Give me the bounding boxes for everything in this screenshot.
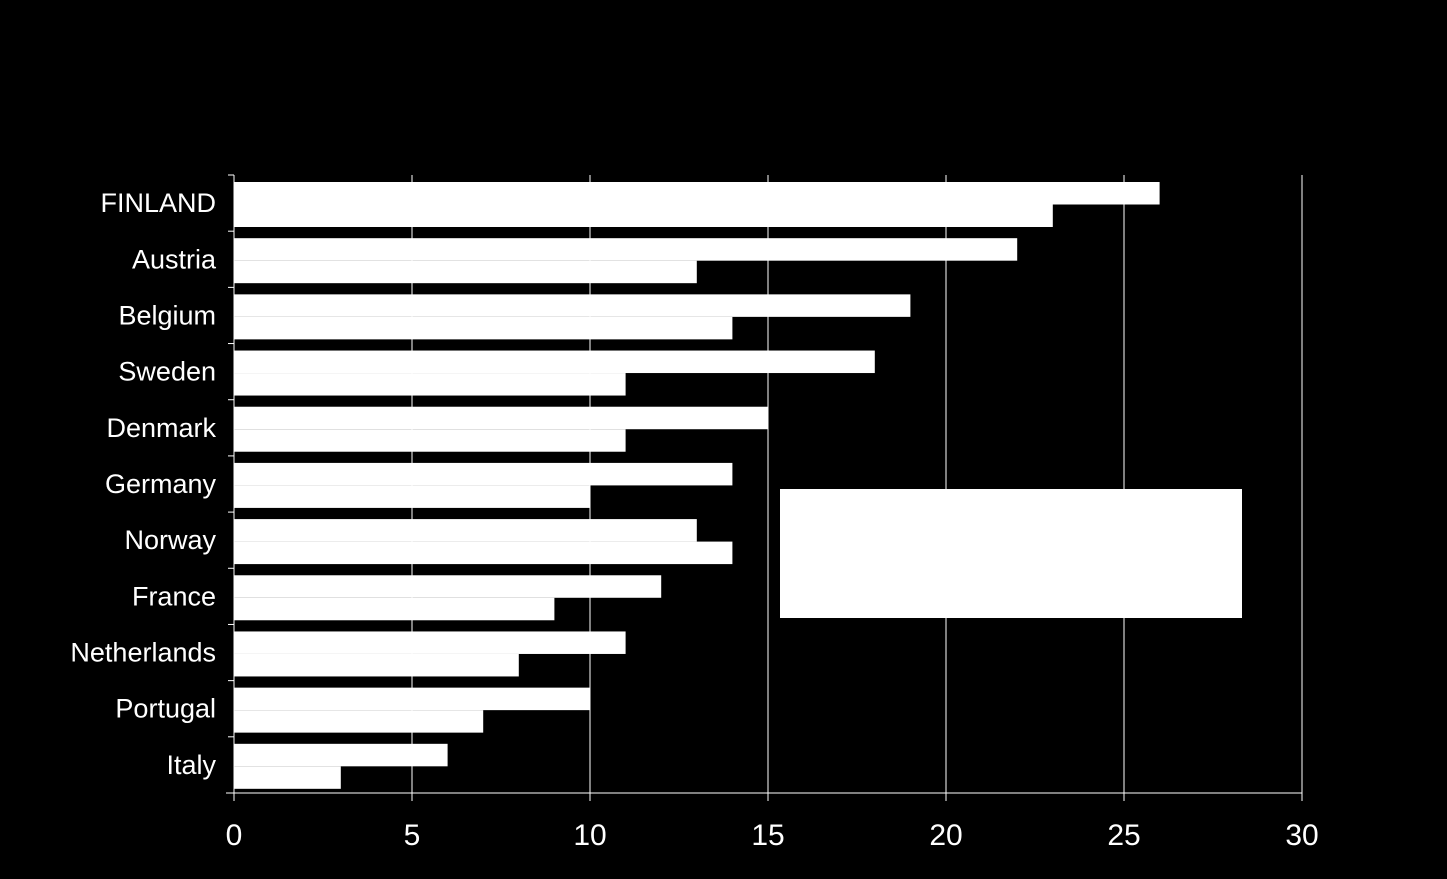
category-labels: FINLAND Austria Belgium Sweden Denmark German… [70,188,217,780]
bar-italy-s1 [234,743,448,767]
category-label: FINLAND [100,188,216,218]
bar-norway-s2 [234,541,733,565]
bar-denmark-s1 [234,406,768,430]
category-label: Germany [105,469,217,499]
bar-france-s1 [234,575,662,598]
bar-finland-s1 [234,182,1160,205]
axes [226,174,1303,801]
category-label: Portugal [115,694,216,724]
x-tick-labels: 0 5 10 15 20 25 30 [226,819,1319,852]
bar-italy-s2 [234,766,341,789]
legend-box [780,489,1242,618]
bar-norway-s1 [234,519,697,542]
bar-germany-s2 [234,485,590,508]
bar-sweden-s1 [234,350,875,374]
category-label: Denmark [106,413,216,443]
bar-sweden-s2 [234,373,626,396]
x-tick-label: 10 [573,819,606,852]
bar-austria-s2 [234,260,697,284]
bar-portugal-s2 [234,710,484,733]
bar-netherlands-s2 [234,653,519,677]
bar-denmark-s2 [234,429,626,452]
bar-finland-s2 [234,204,1053,227]
category-label: Italy [166,750,216,780]
category-label: France [132,581,216,611]
x-tick-label: 15 [751,819,784,852]
bar-germany-s1 [234,462,733,486]
x-tick-label: 30 [1285,819,1318,852]
category-label: Sweden [118,357,216,387]
category-label: Netherlands [70,638,216,668]
bar-austria-s1 [234,238,1018,261]
bar-belgium-s1 [234,294,911,317]
x-tick-label: 25 [1107,819,1140,852]
bar-netherlands-s1 [234,631,626,654]
x-tick-label: 5 [404,819,421,852]
bar-france-s2 [234,597,555,621]
x-tick-label: 0 [226,819,243,852]
category-label: Belgium [118,300,216,330]
x-tick-label: 20 [929,819,962,852]
bar-portugal-s1 [234,687,590,711]
category-label: Austria [132,244,217,274]
bars [234,182,1160,789]
category-label: Norway [124,525,216,555]
bar-belgium-s2 [234,316,733,340]
